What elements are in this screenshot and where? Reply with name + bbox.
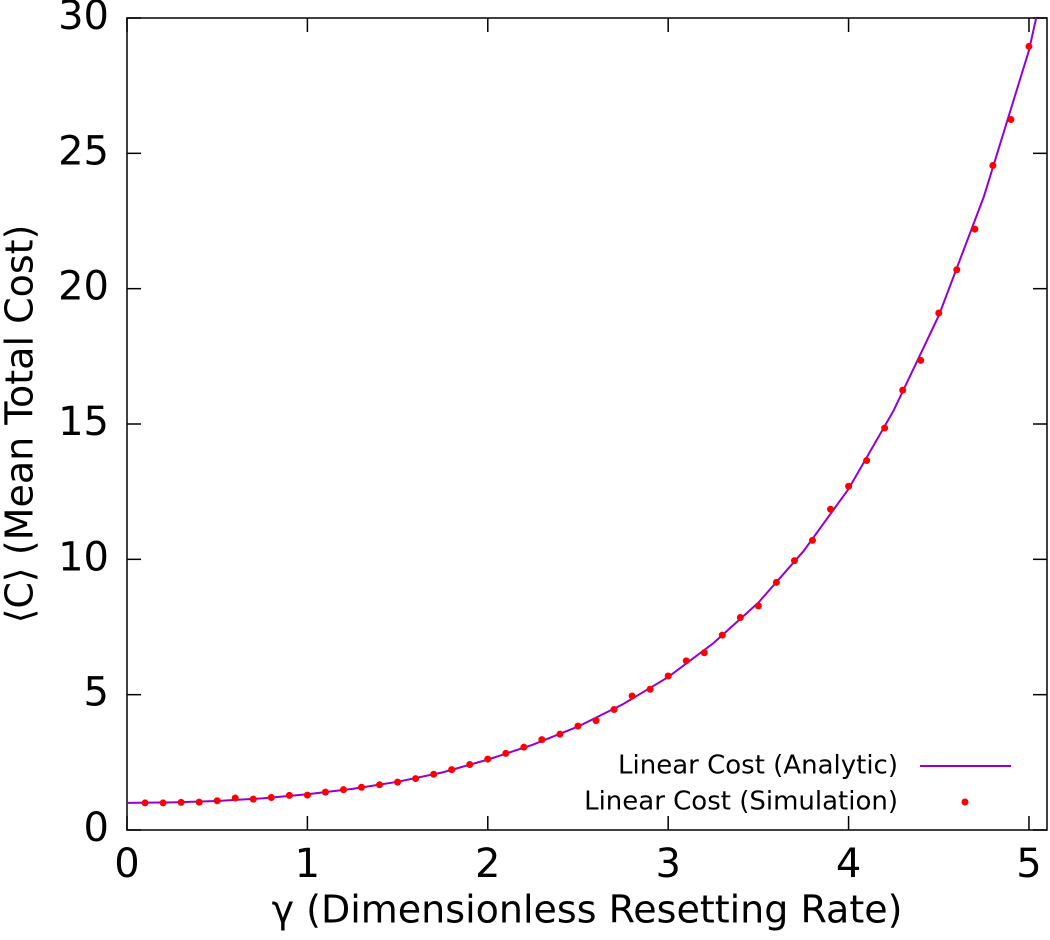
plot-border	[126, 17, 1048, 831]
legend-label: Linear Cost (Analytic)	[618, 751, 898, 781]
legend-swatch	[961, 798, 969, 806]
x-tick-label: 2	[475, 841, 500, 887]
y-axis-label: ⟨C⟩ (Mean Total Cost)	[0, 225, 42, 624]
data-point	[339, 786, 347, 794]
data-point	[790, 557, 798, 565]
data-point	[971, 225, 979, 233]
data-point	[827, 505, 835, 513]
data-point	[231, 794, 239, 802]
y-tick-label: 5	[84, 670, 109, 716]
data-point	[682, 657, 690, 665]
data-point	[845, 482, 853, 490]
data-point	[754, 602, 762, 610]
data-point	[358, 783, 366, 791]
y-tick-label: 20	[58, 264, 109, 310]
data-point	[556, 730, 564, 738]
data-point	[592, 717, 600, 725]
data-point	[610, 706, 618, 714]
data-point	[628, 692, 636, 700]
y-tick-label: 30	[58, 0, 109, 39]
data-point	[267, 794, 275, 802]
data-point	[917, 356, 925, 364]
y-tick-label: 15	[58, 399, 109, 445]
data-point	[376, 781, 384, 789]
data-point	[303, 791, 311, 799]
y-tick-label: 0	[84, 805, 109, 851]
data-point	[899, 386, 907, 394]
data-point	[141, 799, 149, 807]
data-point	[502, 749, 510, 757]
plot-area	[127, 18, 1038, 807]
data-point	[953, 266, 961, 274]
data-point	[808, 536, 816, 544]
data-point	[538, 736, 546, 744]
data-point	[935, 309, 943, 317]
data-point	[285, 791, 293, 799]
x-tick-label: 3	[655, 841, 680, 887]
data-point	[520, 743, 528, 751]
data-point	[394, 778, 402, 786]
data-point	[484, 755, 492, 763]
data-point	[213, 797, 221, 805]
data-point	[718, 631, 726, 639]
data-point	[1007, 116, 1015, 123]
data-point	[249, 795, 257, 803]
data-point	[989, 162, 997, 170]
x-tick-label: 0	[114, 841, 139, 887]
data-point	[448, 766, 456, 774]
y-tick-label: 25	[58, 128, 109, 174]
data-point	[772, 578, 780, 586]
data-point	[574, 722, 582, 730]
x-tick-label: 5	[1016, 841, 1041, 887]
data-point	[881, 424, 889, 432]
series-line	[127, 18, 1038, 804]
y-tick-label: 10	[58, 534, 109, 580]
x-axis-label: γ (Dimensionless Resetting Rate)	[272, 888, 903, 932]
legend-label: Linear Cost (Simulation)	[584, 787, 898, 817]
data-point	[159, 799, 167, 807]
data-point	[664, 672, 672, 680]
data-point	[177, 798, 185, 806]
data-point	[646, 685, 654, 693]
data-point	[430, 770, 438, 778]
data-point	[412, 775, 420, 783]
data-point	[321, 788, 329, 796]
x-tick-label: 1	[295, 841, 320, 887]
data-point	[466, 760, 474, 768]
data-point	[700, 649, 708, 657]
data-point	[1025, 42, 1033, 50]
data-point	[736, 614, 744, 622]
data-point	[863, 457, 871, 465]
x-tick-label: 4	[836, 841, 861, 887]
data-point	[195, 798, 203, 806]
